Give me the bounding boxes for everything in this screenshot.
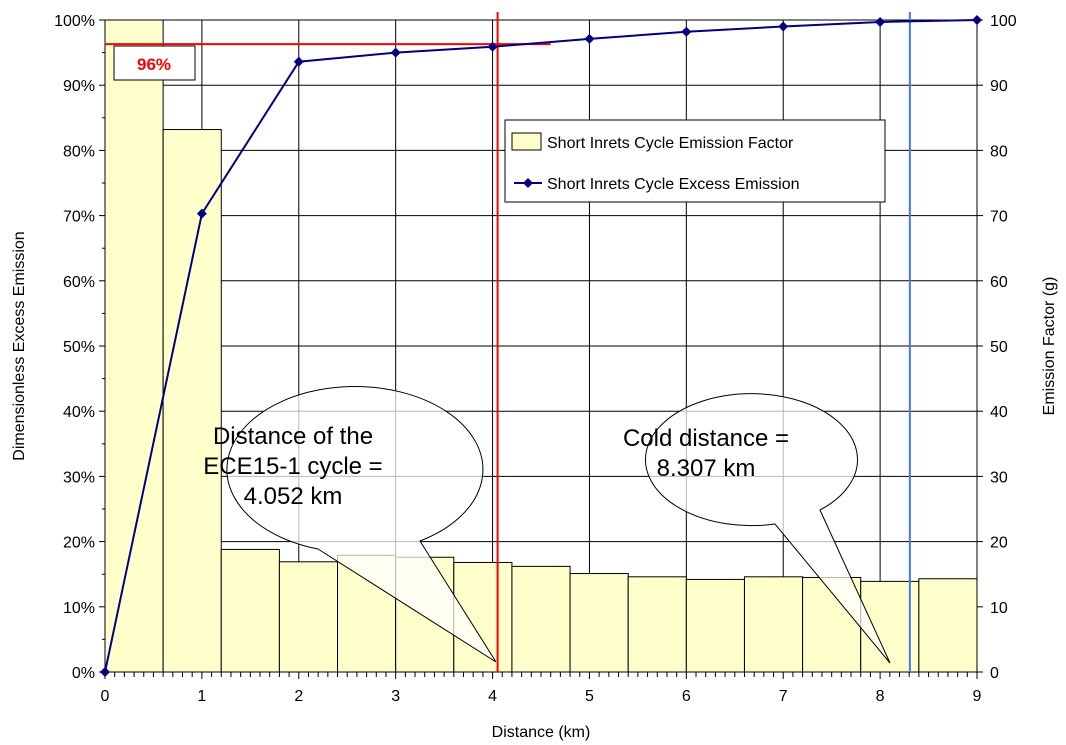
callout-ece15-shape bbox=[226, 386, 497, 663]
excess-emission-path bbox=[104, 19, 978, 673]
x-axis-title: Distance (km) bbox=[492, 724, 591, 741]
line-point bbox=[100, 667, 110, 677]
callout-ece15-line-2: ECE15-1 cycle = bbox=[203, 453, 382, 480]
y2-tick-label: 60 bbox=[990, 274, 1008, 291]
reference-lines bbox=[105, 12, 911, 672]
x-tick-label: 1 bbox=[197, 688, 206, 705]
y-axis-title: Dimensionless Excess Emission bbox=[11, 231, 28, 460]
y2-tick-label: 40 bbox=[990, 404, 1008, 421]
x-tick-label: 8 bbox=[876, 688, 885, 705]
y2-tick-label: 20 bbox=[990, 535, 1008, 552]
y-tick-label: 30% bbox=[63, 469, 95, 486]
bar bbox=[743, 576, 804, 672]
y-tick-label: 0% bbox=[72, 665, 95, 682]
y-tick-labels: 0% 10% 20% 30% 40% 50% 60% 70% 80% 90% 100% bbox=[54, 13, 95, 682]
excess-emission-line bbox=[100, 15, 982, 677]
callout-cold-line-2: 8.307 km bbox=[657, 455, 756, 482]
y-tick-label: 20% bbox=[63, 535, 95, 552]
x-tick-label: 6 bbox=[682, 688, 691, 705]
y2-tick-label: 10 bbox=[990, 600, 1008, 617]
legend: Short Inrets Cycle Emission Factor Short… bbox=[504, 119, 886, 203]
callout-cold-distance: Cold distance = 8.307 km bbox=[623, 393, 891, 664]
y-tick-label: 70% bbox=[63, 209, 95, 226]
bars bbox=[105, 20, 977, 672]
line-point bbox=[681, 26, 692, 37]
x-tick-label: 9 bbox=[973, 688, 982, 705]
line-point bbox=[875, 16, 886, 27]
x-tick-label: 5 bbox=[585, 688, 594, 705]
bar bbox=[105, 20, 164, 672]
line-point bbox=[778, 21, 789, 32]
y2-tick-labels: 0 10 20 30 40 50 60 70 80 90 100 bbox=[990, 13, 1017, 682]
bar bbox=[918, 578, 977, 672]
x-tick-label: 7 bbox=[779, 688, 788, 705]
x-tick-label: 3 bbox=[391, 688, 400, 705]
percent-label: 96% bbox=[113, 45, 196, 81]
callout-cold-line-1: Cold distance = bbox=[623, 425, 789, 452]
bar bbox=[569, 573, 629, 672]
bar bbox=[511, 565, 571, 672]
y-tick-label: 40% bbox=[63, 404, 95, 421]
callout-ece15-line-1: Distance of the bbox=[213, 423, 373, 450]
legend-line-marker bbox=[523, 178, 533, 188]
bar bbox=[162, 129, 222, 672]
y2-tick-label: 50 bbox=[990, 339, 1008, 356]
x-tick-label: 4 bbox=[488, 688, 497, 705]
line-point bbox=[196, 208, 207, 219]
callout-ece15-distance: Distance of the ECE15-1 cycle = 4.052 km bbox=[203, 386, 497, 663]
x-tick-label: 0 bbox=[101, 688, 110, 705]
percent-label-box bbox=[113, 45, 196, 81]
line-point bbox=[972, 15, 982, 25]
bar bbox=[627, 576, 687, 672]
minor-ticks bbox=[99, 19, 983, 679]
legend-bar-swatch bbox=[511, 132, 542, 151]
line-point bbox=[293, 56, 304, 67]
line-point bbox=[487, 41, 498, 52]
legend-box bbox=[504, 119, 886, 203]
x-tick-label: 2 bbox=[294, 688, 303, 705]
y2-tick-label: 90 bbox=[990, 78, 1008, 95]
legend-bar-label: Short Inrets Cycle Emission Factor bbox=[547, 135, 794, 152]
bar bbox=[685, 578, 745, 672]
y2-tick-label: 80 bbox=[990, 143, 1008, 160]
y2-tick-label: 0 bbox=[990, 665, 999, 682]
y2-tick-label: 70 bbox=[990, 209, 1008, 226]
y-tick-label: 90% bbox=[63, 78, 95, 95]
y-tick-label: 10% bbox=[63, 600, 95, 617]
legend-line-label: Short Inrets Cycle Excess Emission bbox=[547, 176, 800, 193]
bar bbox=[220, 548, 280, 672]
y-tick-label: 50% bbox=[63, 339, 95, 356]
y-tick-label: 100% bbox=[54, 13, 95, 30]
line-point bbox=[390, 47, 401, 58]
x-tick-labels: 0 1 2 3 4 5 6 7 8 9 bbox=[101, 688, 982, 705]
line-point bbox=[584, 33, 595, 44]
y2-tick-label: 30 bbox=[990, 469, 1008, 486]
bar bbox=[278, 561, 339, 672]
callout-cold-shape bbox=[644, 393, 891, 664]
percent-label-text: 96% bbox=[137, 55, 171, 74]
y2-tick-label: 100 bbox=[990, 13, 1017, 30]
y-tick-label: 80% bbox=[63, 143, 95, 160]
y2-axis-title: Emission Factor (g) bbox=[1041, 277, 1058, 416]
y-tick-label: 60% bbox=[63, 274, 95, 291]
callout-ece15-line-3: 4.052 km bbox=[244, 483, 343, 510]
